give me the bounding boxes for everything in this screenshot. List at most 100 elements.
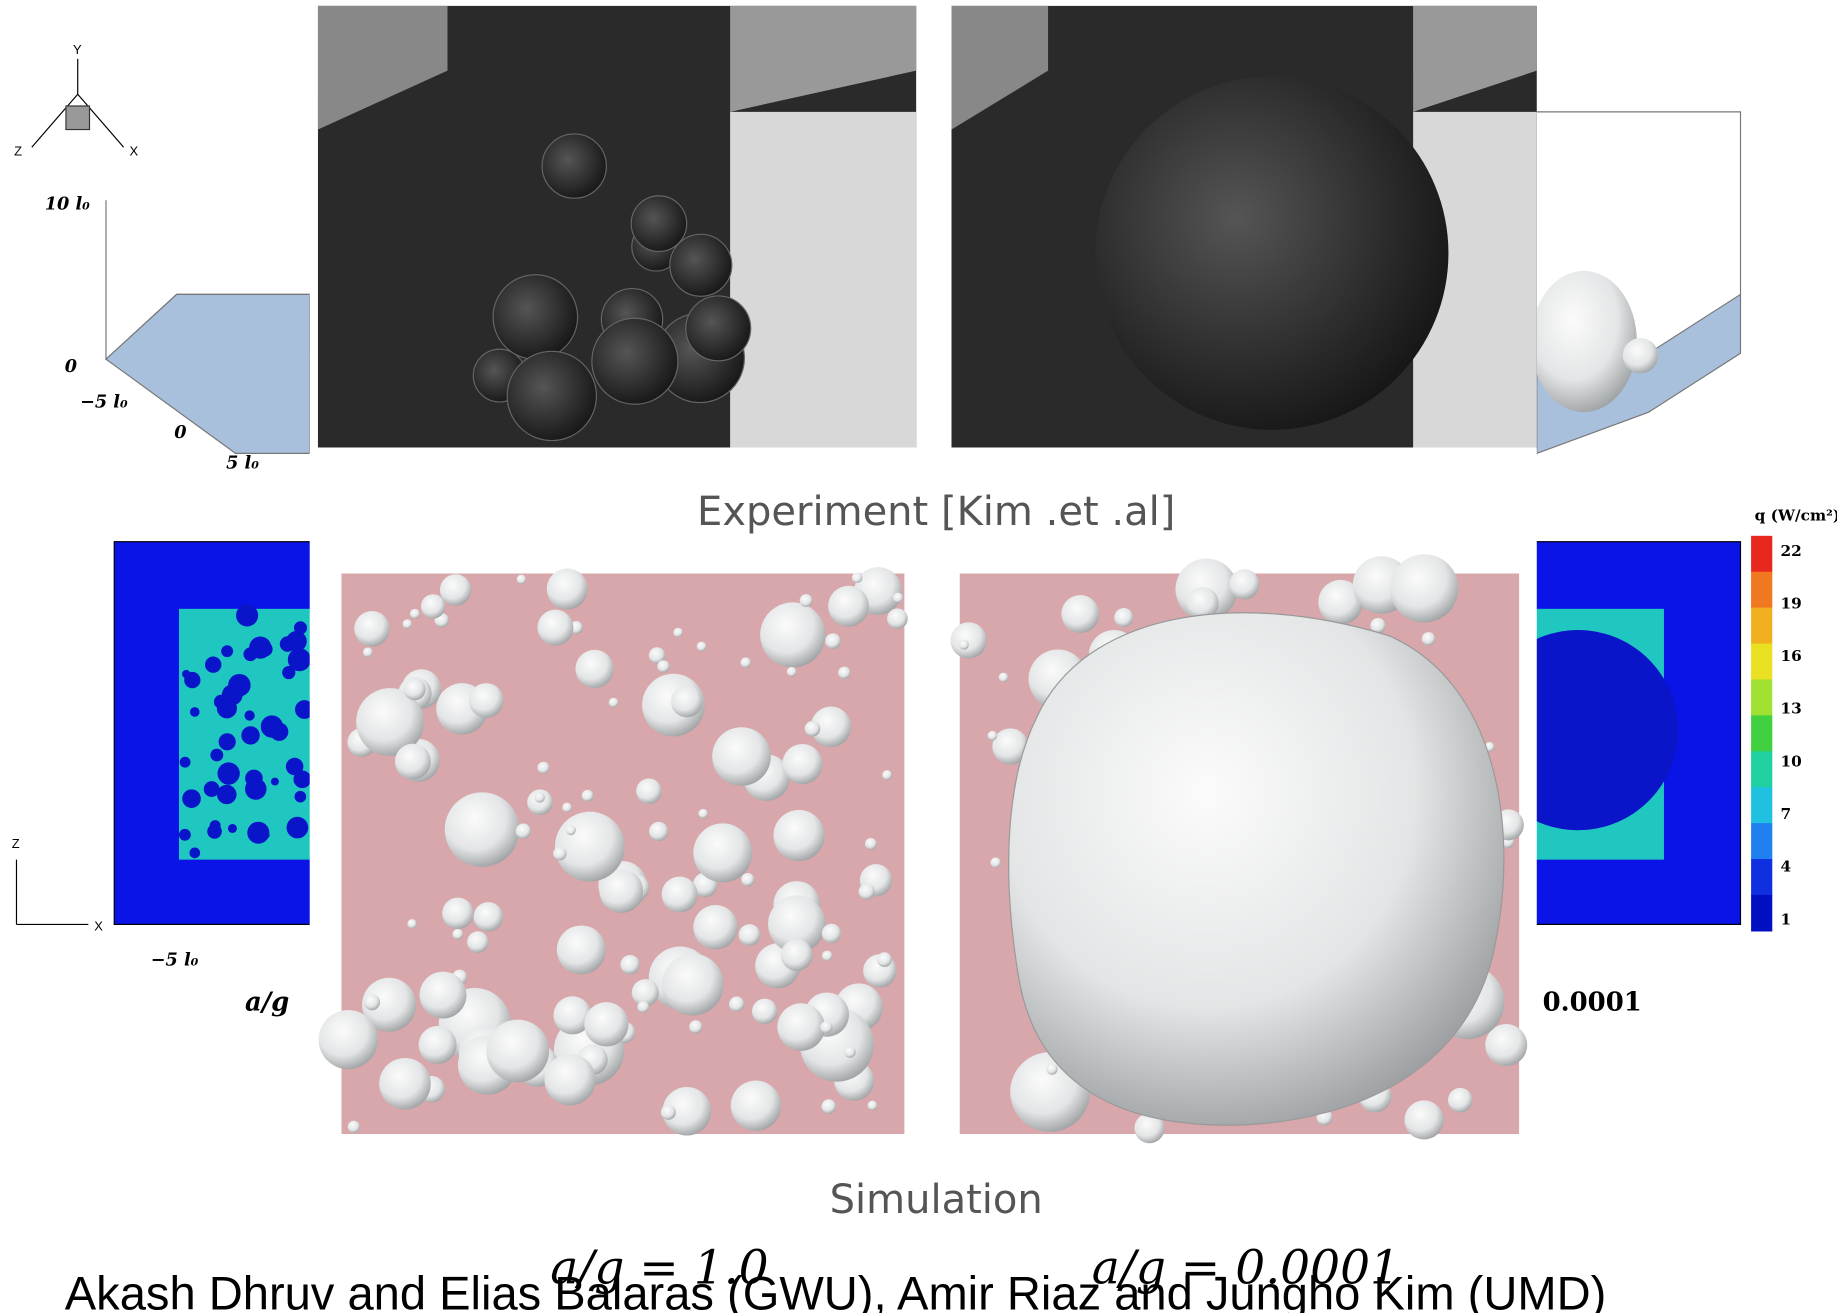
box-floor — [106, 294, 310, 453]
bubble — [363, 647, 373, 657]
bubble — [364, 994, 380, 1010]
bubble — [649, 822, 668, 841]
bubble — [822, 924, 841, 943]
bubble — [467, 931, 489, 953]
colorbar-tick-label: 4 — [1781, 858, 1792, 876]
colorbar-tick-label: 13 — [1781, 700, 1802, 718]
condition-label: a/g = 0.0001 — [1092, 1241, 1400, 1296]
colorbar-tick-label: 16 — [1781, 647, 1802, 665]
colorbar-segment — [1751, 608, 1772, 645]
caption: Simulation — [830, 1177, 1043, 1223]
bubble — [469, 683, 504, 718]
contour-spot — [287, 817, 309, 839]
bubble — [442, 898, 473, 929]
bubble — [838, 667, 850, 679]
bubble — [950, 622, 986, 658]
bubble — [537, 610, 573, 646]
colorbar-segment — [1751, 572, 1772, 609]
colorbar-segment — [1751, 715, 1772, 752]
bubble — [731, 1081, 781, 1131]
bubble — [410, 609, 420, 619]
bubble — [420, 972, 467, 1019]
photo-bubble — [507, 351, 596, 440]
contour-spot — [295, 791, 307, 803]
bubble — [395, 744, 431, 780]
bubble — [882, 770, 892, 780]
large-bubble-photo — [1095, 77, 1448, 430]
photo-bubble — [592, 318, 678, 404]
colorbar-segment — [1751, 823, 1772, 860]
bubble — [404, 678, 426, 700]
colorbar-title: q (W/cm²) — [1755, 506, 1837, 524]
bubble — [445, 792, 520, 867]
bubble — [661, 1105, 676, 1120]
bubble — [689, 1020, 702, 1033]
box-label: 5 l₀ — [226, 453, 259, 474]
bubble — [852, 572, 863, 583]
condition-label: a/g — [245, 987, 289, 1017]
bubble — [1448, 1088, 1473, 1113]
contour-spot — [210, 749, 223, 762]
bubble — [825, 633, 841, 649]
bubble — [584, 1002, 628, 1046]
slide: Y X Z 10 l₀ 0 −5 l₀ 0 5 l₀ Z X −5 l₀ a/g… — [0, 0, 1837, 1313]
bubble — [777, 1003, 825, 1051]
bubble — [537, 762, 549, 774]
bubble — [486, 1020, 549, 1083]
contour-spot — [182, 670, 190, 678]
box-edge — [1537, 112, 1741, 295]
axis-label: Z — [12, 836, 20, 851]
tick-label: −5 l₀ — [151, 950, 199, 971]
photo-bubble — [670, 234, 732, 296]
bubble — [741, 873, 754, 886]
contour-spot — [241, 726, 259, 744]
bubble — [729, 996, 744, 1011]
bubble — [693, 905, 737, 949]
bubble — [1404, 1100, 1443, 1139]
bubble — [440, 574, 471, 605]
bubble — [760, 602, 825, 667]
bubble — [877, 952, 892, 967]
contour-spot — [179, 829, 191, 841]
contour-spot — [286, 758, 304, 776]
bubble — [671, 686, 703, 718]
colorbar-tick-label: 7 — [1781, 805, 1792, 823]
bubble — [781, 939, 813, 971]
colorbar-segment — [1751, 679, 1772, 716]
bubble — [822, 951, 832, 961]
bubble — [999, 673, 1009, 683]
contour-spot — [262, 831, 269, 838]
bubble — [1531, 271, 1637, 412]
bubble — [739, 924, 761, 946]
bubble — [407, 919, 416, 928]
colorbar-tick-label: 1 — [1781, 910, 1792, 928]
large-bubble-sim — [1009, 613, 1504, 1125]
bubble — [575, 650, 613, 688]
bubble — [319, 1010, 378, 1069]
axis-label: X — [94, 918, 103, 933]
bubble — [673, 628, 683, 638]
box-label: 0 — [65, 356, 78, 377]
bubble — [822, 1099, 836, 1113]
bubble — [859, 884, 875, 900]
caption: Experiment [Kim .et .al] — [697, 489, 1175, 535]
colorbar-segment — [1751, 536, 1772, 573]
box-label: 0 — [174, 422, 187, 443]
bubble — [1422, 632, 1435, 645]
bubble — [662, 954, 724, 1016]
bubble — [379, 1058, 431, 1110]
bubble — [990, 857, 1000, 867]
contour-spot — [244, 710, 254, 720]
contour-spot — [189, 848, 200, 859]
bubble — [348, 1121, 360, 1133]
bubble — [693, 823, 752, 882]
bubble — [534, 792, 544, 802]
bubble — [582, 790, 594, 802]
contour-spot — [271, 778, 279, 786]
bubble — [844, 1046, 856, 1058]
box-label: 10 l₀ — [45, 194, 90, 215]
bubble — [403, 619, 412, 628]
bubble — [1229, 569, 1259, 599]
bubble — [712, 727, 771, 786]
bubble — [865, 838, 877, 850]
